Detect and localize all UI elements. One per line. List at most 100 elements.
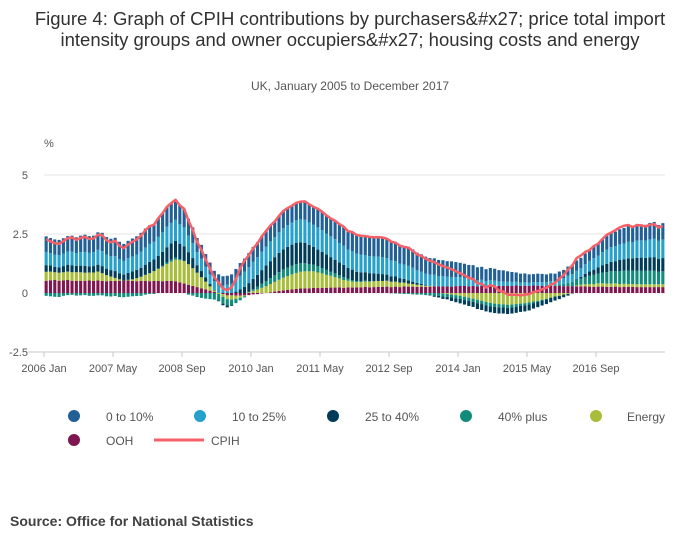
bar-segment-p0_10: [230, 274, 234, 284]
bar-segment-p25_40: [656, 259, 661, 272]
bar-segment-energy: [53, 272, 57, 281]
bar-segment-energy: [458, 293, 462, 296]
bar-segment-p25_40: [540, 300, 544, 306]
bar-segment-energy: [337, 278, 341, 288]
bar-segment-energy: [575, 285, 579, 287]
bar-segment-p40: [346, 278, 350, 281]
bar-segment-p25_40: [579, 276, 583, 279]
y-tick-label: -2.5: [9, 347, 28, 359]
bar-segment-energy: [376, 280, 380, 287]
bar-segment-ooh: [57, 280, 61, 293]
bar-segment-energy: [195, 272, 199, 288]
bar-segment-p25_40: [631, 258, 635, 271]
bar-segment-energy: [506, 293, 510, 305]
bar-segment-p40: [329, 271, 333, 276]
bar-segment-p40: [173, 257, 178, 260]
bar-segment-p25_40: [234, 291, 238, 293]
bar-segment-p25_40: [161, 251, 165, 266]
bar-segment-energy: [613, 283, 617, 287]
bar-segment-p10_25: [148, 243, 152, 262]
bar-segment-ooh: [368, 287, 372, 293]
bar-segment-energy: [268, 284, 272, 293]
bar-segment-energy: [346, 280, 350, 288]
bar-segment-p10_25: [242, 271, 247, 287]
bar-segment-energy: [290, 274, 294, 290]
chart-title: Figure 4: Graph of CPIH contributions by…: [34, 8, 666, 50]
bar-segment-ooh: [122, 280, 126, 293]
bar-segment-p40: [432, 293, 436, 296]
bar-segment-p10_25: [454, 277, 458, 287]
bar-segment-p0_10: [148, 225, 152, 244]
legend-ooh-label: OOH: [106, 434, 133, 448]
legend-p25_40-label: 25 to 40%: [365, 410, 419, 424]
bar-segment-p0_10: [631, 226, 635, 243]
bar-segment-energy: [182, 260, 186, 284]
bar-segment-energy: [467, 293, 471, 298]
bar-segment-p10_25: [618, 244, 622, 260]
bar-segment-p40: [480, 300, 484, 305]
bar-segment-ooh: [104, 281, 109, 293]
bar-segment-p10_25: [255, 257, 260, 275]
bar-segment-p40: [79, 293, 83, 296]
bar-segment-p10_25: [523, 282, 527, 286]
bar-segment-p40: [618, 271, 622, 285]
bar-segment-p40: [622, 270, 626, 284]
bar-segment-energy: [221, 294, 225, 297]
bar-segment-energy: [57, 272, 61, 281]
bar-segment-energy: [251, 290, 255, 293]
bar-segment-p0_10: [661, 223, 665, 240]
bar-segment-p0_10: [329, 218, 333, 237]
bar-segment-p25_40: [83, 265, 87, 273]
bar-segment-p10_25: [346, 249, 350, 268]
bar-segment-p10_25: [135, 254, 139, 270]
x-tick-label: 2006 Jan: [21, 363, 66, 375]
bar-segment-p25_40: [135, 269, 139, 279]
bar-segment-energy: [324, 274, 329, 288]
stacked-bars: [44, 199, 665, 315]
bar-segment-energy: [70, 272, 74, 281]
bar-segment-p25_40: [432, 295, 436, 297]
bar-segment-ooh: [376, 286, 380, 293]
bar-segment-p0_10: [656, 225, 661, 241]
bar-segment-p10_25: [333, 239, 337, 260]
bar-segment-p10_25: [273, 237, 277, 258]
bar-segment-p10_25: [217, 284, 221, 293]
x-axis-ticks: 2006 Jan 2007 May 2008 Sep 2010 Jan 2011 May…: [21, 352, 620, 375]
bar-segment-energy: [566, 293, 570, 294]
bar-segment-ooh: [437, 286, 441, 293]
bar-segment-p40: [100, 293, 104, 296]
bar-segment-p25_40: [303, 242, 307, 264]
bar-segment-p10_25: [389, 260, 393, 277]
bar-segment-energy: [631, 284, 635, 287]
bar-segment-ooh: [44, 280, 48, 293]
bar-segment-p0_10: [53, 239, 57, 255]
bar-segment-p40: [566, 282, 570, 287]
bar-segment-energy: [130, 279, 134, 281]
bar-segment-p0_10: [458, 262, 462, 278]
bar-segment-p10_25: [195, 252, 199, 266]
bar-segment-energy: [419, 285, 423, 287]
bar-segment-p10_25: [57, 255, 61, 268]
bar-segment-ooh: [161, 281, 165, 293]
legend-energy-circle-icon: [590, 410, 602, 422]
bar-segment-p0_10: [324, 215, 329, 234]
bar-segment-p0_10: [48, 238, 53, 254]
bar-segment-p25_40: [44, 265, 48, 272]
bar-segment-p10_25: [587, 260, 592, 272]
bar-segment-p25_40: [92, 266, 96, 273]
bar-segment-energy: [44, 271, 48, 281]
bar-segment-p0_10: [501, 270, 505, 282]
bar-segment-p0_10: [389, 241, 393, 261]
bar-segment-p40: [104, 293, 109, 297]
bar-segment-energy: [208, 286, 212, 291]
bar-segment-p25_40: [104, 268, 109, 276]
bar-segment-energy: [493, 293, 497, 304]
bar-segment-ooh: [204, 289, 208, 293]
bar-segment-p40: [501, 304, 505, 308]
bar-segment-p40: [48, 293, 53, 297]
bar-segment-p40: [518, 303, 523, 306]
bar-segment-p10_25: [126, 258, 130, 273]
bar-segment-p25_40: [437, 295, 441, 298]
bar-segment-p40: [359, 281, 363, 283]
bar-segment-energy: [247, 292, 251, 293]
